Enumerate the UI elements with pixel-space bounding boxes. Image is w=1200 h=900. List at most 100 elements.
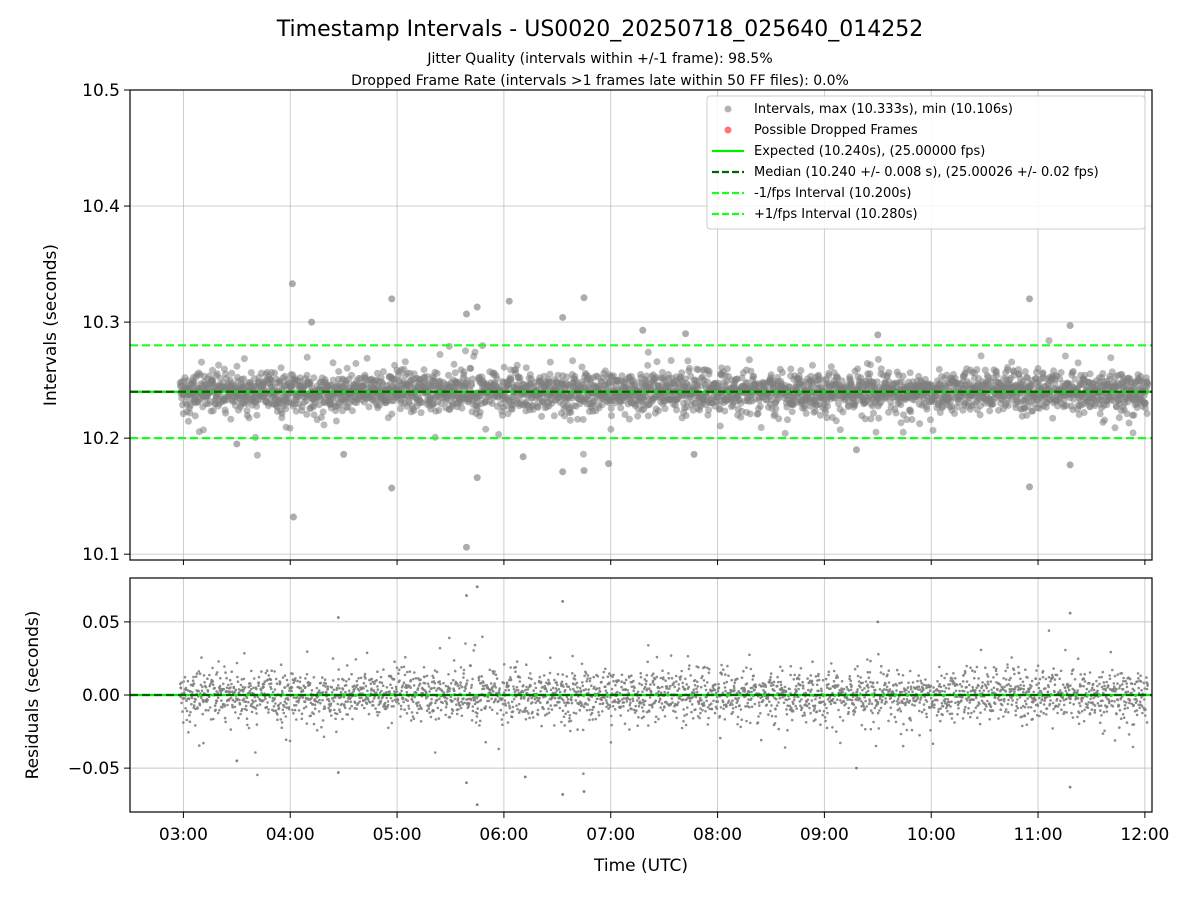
residual-point	[239, 712, 242, 716]
residual-point	[263, 680, 267, 683]
residual-point	[240, 678, 244, 681]
residual-point	[635, 709, 638, 712]
residual-point	[570, 695, 573, 699]
residual-point	[547, 711, 551, 715]
interval-point	[227, 415, 235, 423]
residual-point	[572, 687, 575, 691]
residual-point	[324, 685, 327, 688]
residual-point	[554, 691, 557, 694]
residual-point	[329, 704, 332, 708]
residual-point	[331, 679, 335, 682]
interval-point	[685, 364, 693, 372]
residual-point	[435, 689, 438, 692]
interval-point	[1130, 411, 1138, 419]
residual-point	[200, 696, 203, 699]
residual-point	[221, 706, 224, 709]
interval-outlier-point	[559, 313, 567, 321]
residual-point	[626, 689, 629, 692]
interval-point	[277, 364, 285, 372]
residual-point	[386, 705, 389, 709]
interval-point	[824, 402, 831, 410]
residual-point	[403, 708, 406, 711]
residual-point	[336, 684, 340, 687]
residual-point	[477, 678, 481, 682]
interval-outlier-point	[463, 310, 471, 318]
residual-point	[335, 730, 338, 734]
residual-point	[667, 672, 670, 675]
interval-point	[460, 368, 468, 376]
residual-point	[663, 690, 666, 694]
residual-point	[598, 690, 602, 693]
residual-point	[365, 702, 369, 705]
residual-point	[581, 704, 584, 707]
residual-point	[490, 708, 494, 712]
residual-point	[279, 718, 283, 721]
residual-point	[422, 666, 426, 669]
residual-point	[409, 719, 413, 722]
residual-point	[586, 703, 589, 706]
residual-point	[478, 724, 481, 727]
residual-point	[255, 687, 258, 691]
residual-point	[391, 699, 394, 703]
residual-point	[691, 717, 695, 720]
interval-point	[899, 428, 907, 436]
residual-point	[453, 669, 457, 673]
residual-point	[269, 678, 273, 681]
residual-point	[571, 672, 574, 675]
residual-point	[200, 656, 203, 659]
residual-point	[598, 702, 602, 706]
residual-point	[202, 674, 206, 677]
residual-point	[626, 709, 630, 712]
residual-point	[340, 702, 344, 706]
residual-point	[485, 683, 489, 687]
residual-point	[222, 682, 225, 686]
residual-point	[334, 696, 337, 699]
residual-point	[581, 681, 584, 684]
residual-point	[515, 685, 519, 689]
interval-point	[784, 416, 791, 424]
residual-point	[458, 704, 462, 707]
residual-point	[479, 682, 483, 685]
residual-point	[432, 709, 435, 713]
residual-point	[283, 686, 287, 689]
residual-point	[274, 677, 278, 681]
residual-point	[605, 701, 609, 704]
residual-point	[456, 697, 460, 700]
residual-point	[547, 707, 550, 711]
residual-point	[585, 679, 588, 683]
residual-point	[464, 642, 467, 645]
residual-point	[451, 678, 455, 682]
residual-point	[686, 654, 690, 658]
residual-point	[211, 666, 214, 670]
residual-point	[682, 708, 685, 711]
residual-point	[337, 668, 341, 671]
residual-point	[209, 718, 213, 721]
residual-point	[446, 690, 449, 694]
residual-point	[553, 678, 556, 682]
interval-outlier-point	[505, 297, 513, 305]
residual-point	[395, 690, 399, 693]
intervals-y-tick-label: 10.2	[82, 429, 120, 449]
residual-point	[464, 687, 468, 690]
residual-point	[644, 699, 647, 703]
residual-point	[206, 690, 210, 693]
residual-point	[416, 687, 420, 690]
interval-point	[303, 353, 311, 361]
interval-outlier-point	[559, 468, 567, 476]
interval-point	[329, 376, 337, 384]
residual-point	[343, 706, 347, 710]
residual-point	[299, 686, 303, 690]
interval-point	[247, 369, 255, 377]
residual-point	[215, 699, 219, 703]
residual-point	[362, 681, 366, 685]
residual-point	[471, 705, 475, 708]
interval-point	[469, 375, 477, 383]
residual-point	[315, 729, 319, 732]
residual-point	[604, 685, 607, 688]
interval-point	[667, 357, 675, 364]
residual-point	[376, 670, 379, 673]
residual-point	[444, 684, 448, 688]
residual-point	[680, 726, 684, 730]
residual-point	[566, 710, 570, 714]
interval-point	[797, 367, 805, 374]
